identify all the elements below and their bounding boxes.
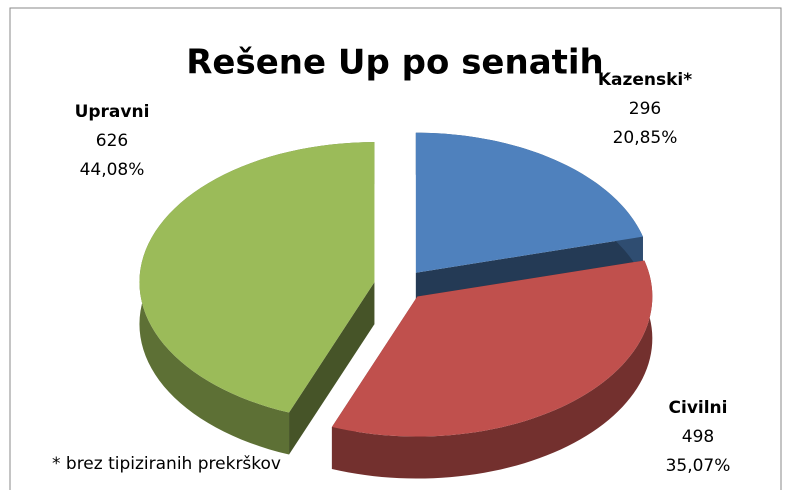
percentage-label: 35,07% — [666, 456, 731, 476]
percentage-label: 44,08% — [80, 160, 145, 180]
slice — [331, 260, 653, 437]
slice-side — [331, 260, 653, 479]
category-label: Kazenski* — [598, 70, 692, 90]
chart-title: Rešene Up po senatih — [186, 43, 604, 83]
value-label: 498 — [682, 427, 714, 447]
slice-side — [289, 282, 375, 455]
percentage-label: 20,85% — [613, 128, 678, 148]
slice — [139, 142, 375, 413]
footnote: * brez tipiziranih prekrškov — [52, 454, 281, 474]
category-label: Civilni — [669, 398, 728, 418]
value-label: 626 — [96, 131, 128, 151]
value-label: 296 — [629, 99, 661, 119]
slice — [415, 132, 643, 273]
category-label: Upravni — [75, 102, 150, 122]
